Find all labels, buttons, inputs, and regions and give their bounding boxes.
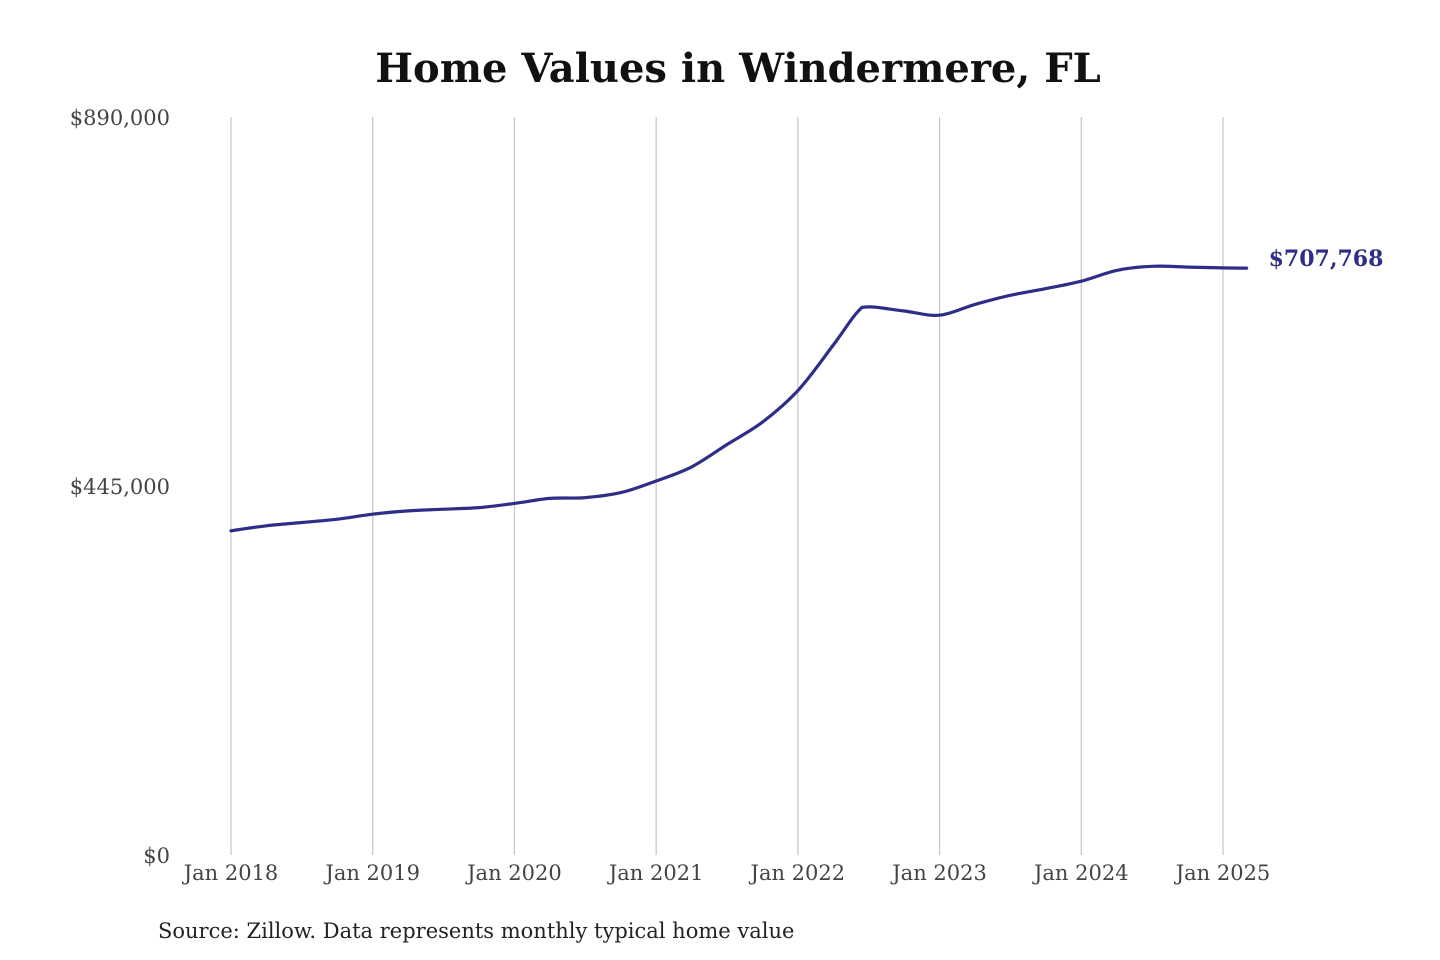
last-value-label: $707,768 [1269,246,1384,272]
y-axis-ticks: $0 $445,000 $890,000 [70,106,170,868]
x-tick-label: Jan 2022 [749,861,846,885]
source-note: Source: Zillow. Data represents monthly … [158,919,794,943]
x-tick-label: Jan 2021 [607,861,704,885]
x-tick-label: Jan 2018 [182,861,279,885]
x-axis-ticks: Jan 2018 Jan 2019 Jan 2020 Jan 2021 Jan 2022… [182,861,1271,885]
x-tick-label: Jan 2020 [465,861,562,885]
y-tick-label: $890,000 [70,106,170,130]
y-tick-label: $0 [143,844,170,868]
series-layer: $707,768 [229,246,1384,533]
series-line [229,264,1249,533]
gridlines [230,117,1224,855]
y-tick-label: $445,000 [70,475,170,499]
x-tick-label: Jan 2019 [323,861,420,885]
x-tick-label: Jan 2023 [890,861,987,885]
x-tick-label: Jan 2025 [1174,861,1271,885]
x-tick-label: Jan 2024 [1032,861,1129,885]
chart-title: Home Values in Windermere, FL [375,45,1101,92]
